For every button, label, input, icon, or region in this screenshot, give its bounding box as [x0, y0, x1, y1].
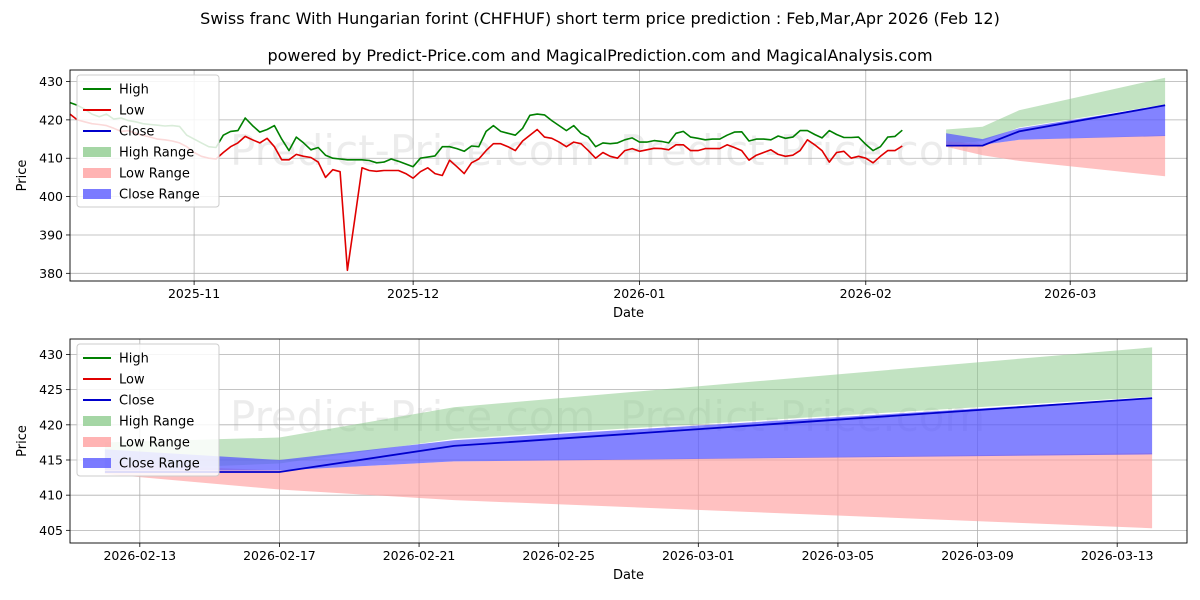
legend-high-range-label: High Range: [119, 146, 194, 161]
chart-subtitle: powered by Predict-Price.com and Magical…: [267, 46, 933, 65]
watermark-text: Predict-Price.com: [620, 126, 985, 175]
x-tick-label: 2025-11: [168, 286, 220, 301]
legend-close-label: Close: [119, 394, 154, 409]
plot-frame: [69, 338, 1188, 544]
x-tick-label: 2026-03: [1044, 286, 1096, 301]
legend-low-range-swatch: [83, 437, 111, 447]
x-tick-label: 2026-03-05: [802, 548, 875, 563]
x-tick-label: 2026-02-25: [522, 548, 595, 563]
y-tick-label: 380: [39, 266, 63, 281]
legend-close-range-swatch: [83, 189, 111, 199]
y-tick-label: 400: [39, 189, 63, 204]
x-tick-label: 2026-03-09: [941, 548, 1014, 563]
high-range-band: [946, 77, 1166, 145]
low-range-band: [104, 453, 1153, 529]
legend-box: [76, 74, 220, 208]
low-range-band: [946, 135, 1166, 177]
legend-high-range-swatch: [83, 416, 111, 426]
legend-low-range-label: Low Range: [119, 167, 190, 182]
legend-close-range-label: Close Range: [119, 188, 200, 203]
legend-low-range-label: Low Range: [119, 436, 190, 451]
legend-high-range-swatch: [83, 147, 111, 157]
y-axis-label: Price: [15, 160, 30, 192]
legend-high-label: High: [119, 352, 149, 367]
x-axis-label: Date: [613, 306, 644, 321]
y-tick-label: 390: [39, 227, 63, 242]
x-tick-label: 2025-12: [387, 286, 439, 301]
y-axis-label: Price: [15, 425, 30, 457]
legend-close-range-label: Close Range: [119, 457, 200, 472]
legend-close-label: Close: [119, 125, 154, 140]
chart-title: Swiss franc With Hungarian forint (CHFHU…: [200, 9, 1000, 28]
legend: High Low Close High Range Low Range Close Ran…: [76, 74, 220, 208]
y-tick-label: 430: [39, 347, 63, 362]
x-tick-label: 2026-02: [840, 286, 892, 301]
x-tick-label: 2026-02-13: [103, 548, 176, 563]
y-tick-label: 425: [39, 382, 63, 397]
x-axis-label: Date: [613, 568, 644, 583]
legend-low-range-swatch: [83, 168, 111, 178]
y-tick-label: 415: [39, 452, 63, 467]
legend-low-label: Low: [119, 373, 145, 388]
x-tick-label: 2026-03-01: [662, 548, 735, 563]
y-tick-label: 410: [39, 151, 63, 166]
y-tick-label: 420: [39, 112, 63, 127]
legend-close-range-swatch: [83, 458, 111, 468]
x-tick-label: 2026-03-13: [1081, 548, 1154, 563]
high-range-band: [104, 347, 1153, 471]
y-tick-label: 420: [39, 417, 63, 432]
legend: High Low Close High Range Low Range Close Ran…: [76, 343, 220, 477]
chart-panel-1: Predict-Price.com Predict-Price.com2025-1…: [15, 69, 1188, 321]
legend-high-range-label: High Range: [119, 415, 194, 430]
x-tick-label: 2026-02-17: [243, 548, 316, 563]
plot-frame: [69, 69, 1188, 282]
close-series-line: [946, 104, 1166, 147]
x-tick-label: 2026-02-21: [383, 548, 456, 563]
x-tick-label: 2026-01: [613, 286, 665, 301]
y-tick-label: 430: [39, 74, 63, 89]
legend-box: [76, 343, 220, 477]
y-tick-label: 405: [39, 523, 63, 538]
chart-panel-2: Predict-Price.comPredict-Price.com2026-0…: [15, 338, 1188, 583]
legend-high-label: High: [119, 83, 149, 98]
legend-low-label: Low: [119, 104, 145, 119]
y-tick-label: 410: [39, 488, 63, 503]
